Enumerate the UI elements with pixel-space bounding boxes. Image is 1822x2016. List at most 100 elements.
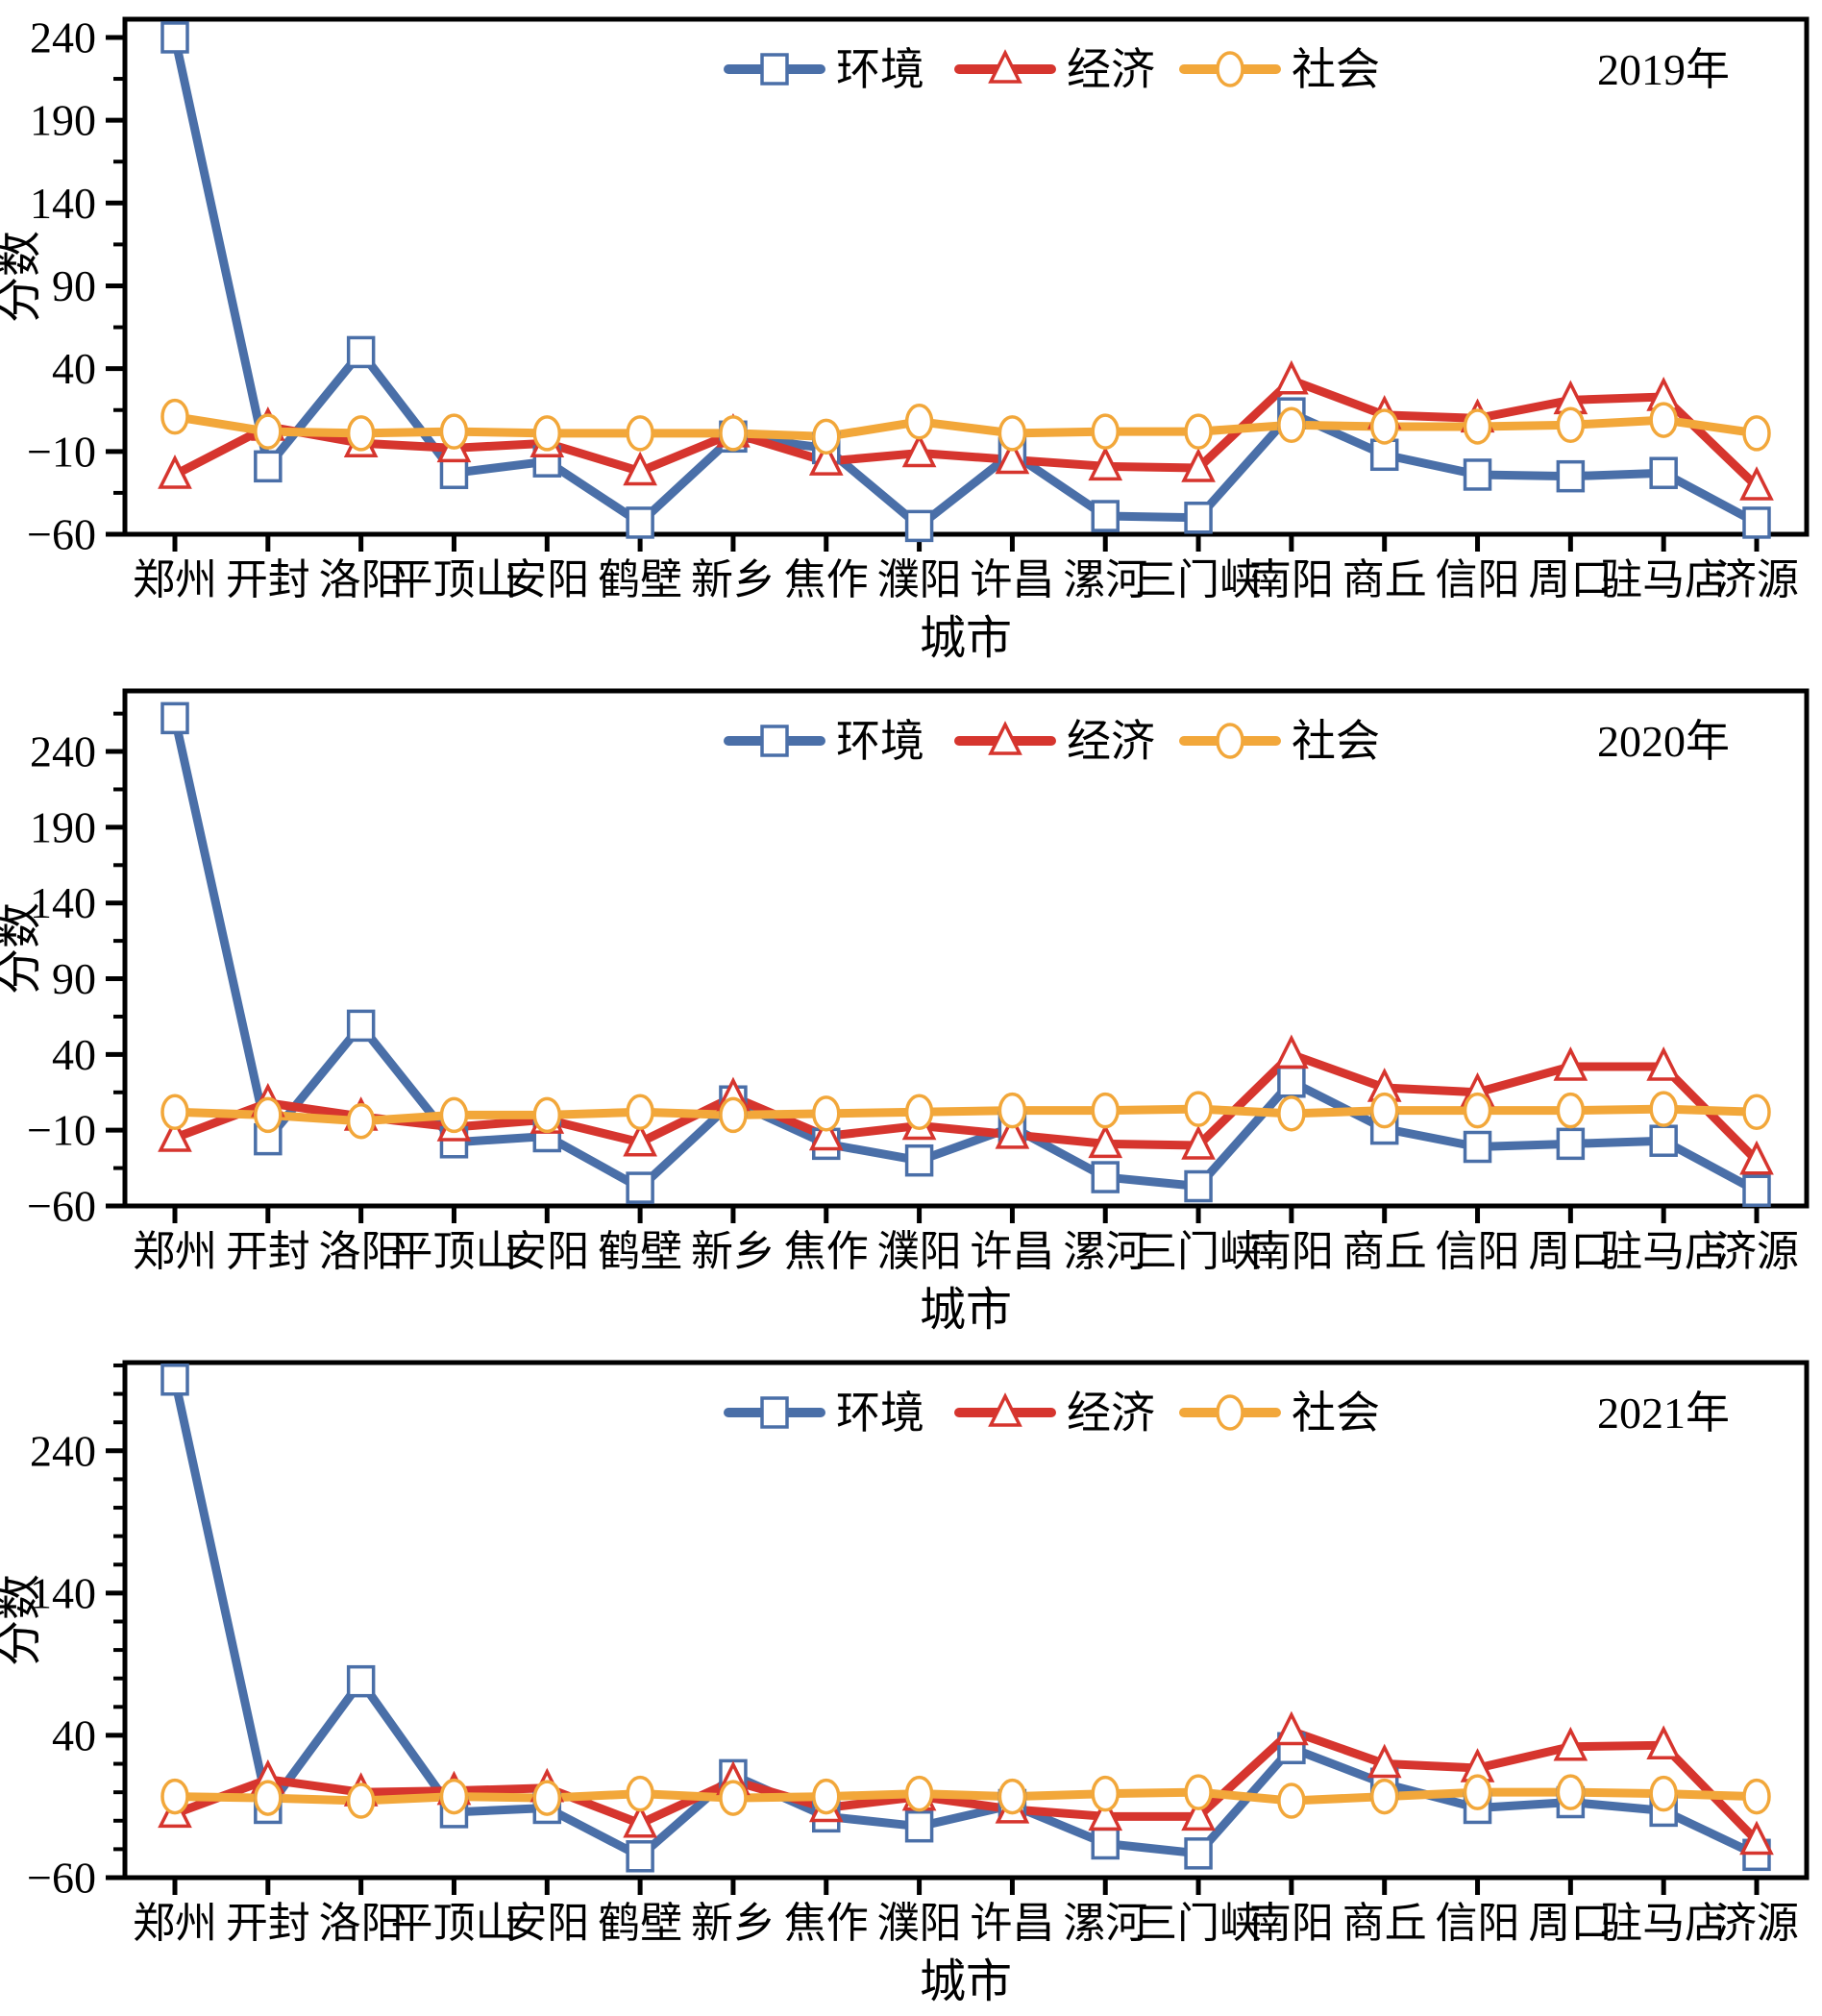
society-marker — [1463, 408, 1492, 445]
legend-label-society: 社会 — [1292, 1389, 1380, 1438]
environment-marker — [439, 456, 469, 489]
economy-marker — [623, 1121, 657, 1157]
x-tick-label: 济源 — [1714, 556, 1799, 603]
society-marker — [532, 415, 562, 452]
x-tick-label: 三门峡 — [1135, 1900, 1262, 1947]
x-tick-label: 许昌 — [970, 556, 1054, 603]
environment-marker — [1369, 438, 1399, 472]
x-tick-label: 商丘 — [1342, 1228, 1427, 1275]
economy-marker — [623, 451, 657, 486]
environment-marker — [1463, 1130, 1492, 1164]
economy-series-markers — [158, 1034, 1774, 1175]
society-marker — [904, 1775, 934, 1812]
society-marker — [904, 404, 934, 440]
society-marker — [160, 1778, 189, 1815]
x-tick-label: 周口 — [1528, 556, 1613, 603]
environment-marker — [1649, 456, 1678, 489]
economy-marker — [995, 439, 1030, 475]
x-tick-label: 济源 — [1714, 1900, 1799, 1947]
economy-marker — [1553, 1726, 1588, 1761]
society-legend-marker — [1216, 1394, 1244, 1431]
legend-item-economy: 经济 — [954, 1389, 1155, 1438]
environment-marker — [904, 509, 934, 543]
x-tick-label: 三门峡 — [1135, 1228, 1262, 1275]
x-axis-title: 城市 — [920, 1285, 1012, 1336]
y-tick-label: −10 — [27, 1106, 96, 1155]
environment-marker — [254, 450, 283, 483]
x-tick-label: 濮阳 — [877, 1900, 962, 1947]
x-tick-label: 信阳 — [1436, 1900, 1520, 1947]
society-marker — [1091, 413, 1120, 450]
environment-marker — [1556, 1127, 1586, 1161]
x-tick-label: 南阳 — [1249, 1900, 1334, 1947]
society-marker — [1742, 415, 1771, 452]
society-marker — [532, 1780, 562, 1816]
economy-legend-marker — [988, 49, 1022, 84]
economy-marker — [1274, 1034, 1309, 1069]
year-label: 2021年 — [1597, 1389, 1730, 1438]
environment-marker — [904, 1143, 934, 1177]
society-marker — [1184, 1774, 1213, 1810]
environment-marker — [1091, 1161, 1120, 1193]
society-series-markers — [160, 1774, 1771, 1819]
legend-item-society: 社会 — [1179, 1389, 1380, 1438]
x-tick-label: 郑州 — [133, 1228, 217, 1275]
legend-item-environment: 环境 — [724, 1389, 924, 1438]
x-tick-label: 焦作 — [784, 556, 869, 603]
year-label: 2019年 — [1597, 45, 1730, 94]
x-tick-label: 商丘 — [1342, 556, 1427, 603]
x-tick-label: 周口 — [1528, 1900, 1613, 1947]
economy-marker — [1181, 1796, 1216, 1832]
economy-series-line — [170, 1726, 1761, 1846]
economy-marker — [1553, 1046, 1588, 1081]
society-marker — [997, 415, 1027, 452]
economy-legend-marker — [988, 721, 1022, 755]
society-marker — [1463, 1774, 1492, 1810]
economy-marker — [1739, 1140, 1774, 1175]
x-tick-label: 安阳 — [505, 556, 589, 603]
environment-marker — [346, 1009, 376, 1043]
y-tick-label: 140 — [30, 878, 96, 927]
economy-marker — [1646, 1725, 1682, 1760]
society-marker — [812, 1095, 841, 1132]
y-axis: 240 190 140 90 40 −10 −60 — [27, 12, 125, 559]
society-marker — [254, 413, 283, 450]
x-tick-label: 平顶山 — [390, 1900, 517, 1947]
x-tick-label: 许昌 — [970, 1228, 1054, 1275]
x-tick-label: 鹤壁 — [598, 556, 682, 603]
society-marker — [997, 1092, 1027, 1129]
society-marker — [904, 1094, 934, 1131]
environment-marker — [1556, 459, 1586, 493]
x-tick-label: 新乡 — [691, 1900, 776, 1947]
x-tick-label: 南阳 — [1249, 556, 1334, 603]
society-series-markers — [160, 398, 1771, 455]
society-marker — [346, 1782, 376, 1819]
society-marker — [346, 1102, 376, 1140]
economy-legend-marker — [988, 1392, 1022, 1427]
economy-series-line — [170, 376, 1761, 491]
environment-marker — [346, 335, 376, 369]
y-tick-label: 240 — [30, 12, 96, 61]
environment-legend-marker — [760, 725, 789, 757]
year-label: 2020年 — [1597, 717, 1730, 766]
society-marker — [439, 1778, 469, 1815]
society-marker — [719, 1096, 748, 1134]
economy-marker — [1739, 466, 1774, 501]
x-tick-label: 信阳 — [1436, 1228, 1520, 1275]
x-tick-label: 平顶山 — [390, 1228, 517, 1275]
legend: 环境 经济 社会 — [724, 1389, 1380, 1438]
economy-marker — [1646, 1046, 1682, 1081]
x-tick-label: 开封 — [226, 556, 310, 603]
y-tick-label: 40 — [52, 1710, 96, 1759]
economy-marker — [1181, 1125, 1216, 1160]
economy-marker — [158, 1118, 192, 1152]
society-series-markers — [160, 1091, 1771, 1140]
x-tick-label: 郑州 — [133, 556, 217, 603]
x-tick-label: 漯河 — [1063, 1228, 1147, 1275]
society-series-line — [170, 1104, 1761, 1126]
economy-series-line — [170, 1049, 1761, 1166]
environment-legend-marker — [760, 53, 789, 86]
